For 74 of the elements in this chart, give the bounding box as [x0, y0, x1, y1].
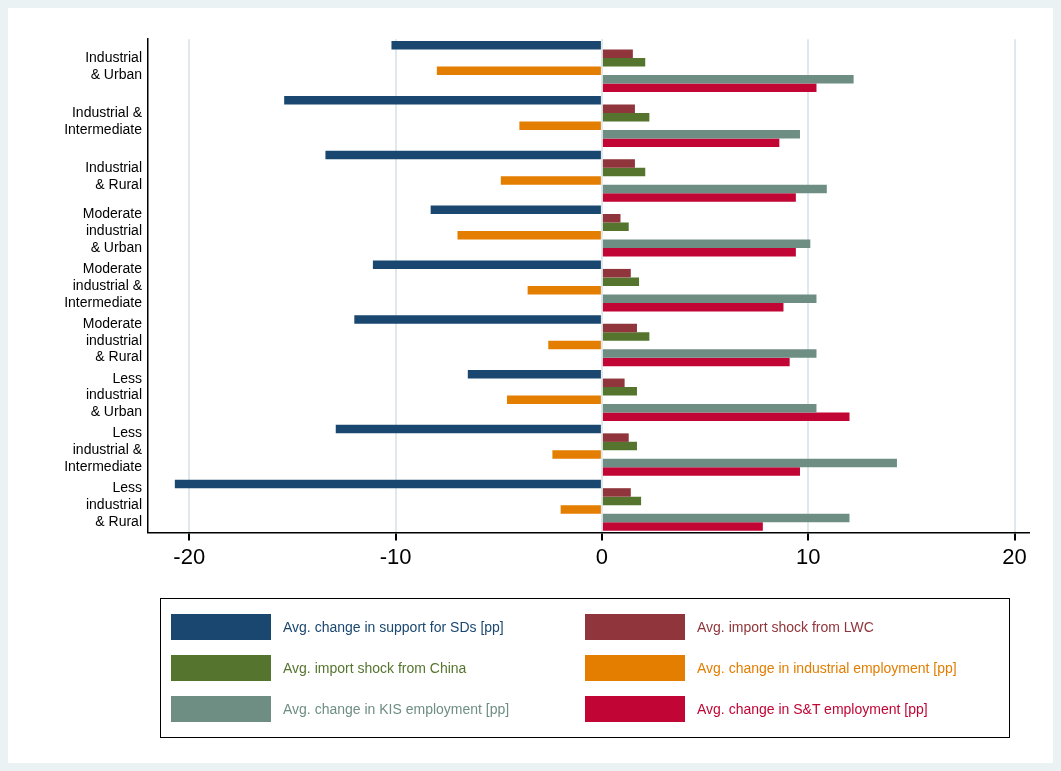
- bar: [602, 193, 796, 202]
- bar: [284, 95, 601, 105]
- text: Avg. import shock from LWC: [697, 619, 874, 635]
- bar: [602, 513, 850, 523]
- bar: [602, 239, 811, 249]
- bar: [372, 260, 601, 269]
- bar: [602, 323, 637, 333]
- text: Avg. change in KIS employment [pp]: [283, 701, 510, 717]
- bar: [602, 488, 631, 497]
- bar: [602, 129, 800, 139]
- text: Avg. import shock from China: [283, 660, 467, 676]
- bar: [335, 424, 601, 434]
- bar: [430, 205, 601, 215]
- y-tick-label: Moderate industrial & Urban: [82, 205, 143, 255]
- y-tick-label: Less industrial & Rural: [85, 479, 142, 529]
- bar: [602, 404, 817, 413]
- bar: [436, 66, 601, 76]
- y-tick-label: Less industrial & Urban: [85, 369, 142, 420]
- bar: [602, 357, 790, 367]
- bar: [602, 49, 633, 59]
- text: Avg. change in support for SDs [pp]: [283, 619, 504, 635]
- y-tick-label: Industrial & Intermediate: [64, 103, 143, 137]
- bar: [391, 41, 601, 50]
- y-tick-label: Moderate industrial & Intermediate: [64, 259, 143, 310]
- bar: [602, 522, 763, 531]
- bar: [602, 75, 854, 84]
- bar: [500, 176, 601, 185]
- x-tick-label: 10: [795, 543, 821, 569]
- bar: [602, 214, 621, 223]
- bar: [602, 387, 637, 396]
- bar: [602, 294, 817, 303]
- bar: [602, 277, 640, 286]
- bar: [552, 450, 601, 459]
- bar: [527, 285, 601, 295]
- bar: [602, 441, 637, 451]
- x-tick-label: 20: [1002, 543, 1027, 569]
- bar: [507, 395, 601, 405]
- x-tick-label: -20: [173, 543, 206, 569]
- y-tick-label: Less industrial & Intermediate: [64, 424, 143, 475]
- bar: [602, 104, 635, 113]
- bar: [602, 184, 827, 194]
- bar: [602, 268, 631, 278]
- bar: [602, 378, 625, 388]
- bar: [548, 340, 601, 350]
- x-tick-label: 0: [595, 543, 609, 569]
- bar: [519, 121, 601, 130]
- text: Avg. change in industrial employment [pp]: [697, 660, 957, 676]
- bar: [602, 349, 817, 358]
- y-tick-label: Moderate industrial & Rural: [82, 314, 143, 365]
- x-tick-label: -10: [379, 543, 412, 569]
- bar: [325, 150, 601, 160]
- bar: [174, 479, 601, 489]
- bar: [354, 315, 601, 324]
- bar: [602, 112, 650, 122]
- bar: [467, 370, 601, 379]
- bar: [602, 222, 629, 232]
- bar: [602, 467, 800, 476]
- bar: [602, 496, 642, 506]
- y-tick-label: Industrial & Urban: [85, 49, 142, 82]
- bar: [602, 433, 629, 442]
- bar: [602, 159, 635, 168]
- bar: [560, 505, 601, 514]
- bar: [602, 332, 650, 341]
- bar: [602, 302, 784, 312]
- bar: [602, 248, 796, 257]
- text: Avg. change in S&T employment [pp]: [697, 701, 928, 717]
- y-tick-label: Industrial & Rural: [85, 158, 142, 192]
- bar: [602, 412, 850, 422]
- bar: [602, 83, 817, 93]
- bar: [602, 58, 646, 67]
- bar: [602, 458, 897, 468]
- bar: [602, 138, 780, 147]
- bar: [602, 167, 646, 177]
- bar: [457, 231, 601, 240]
